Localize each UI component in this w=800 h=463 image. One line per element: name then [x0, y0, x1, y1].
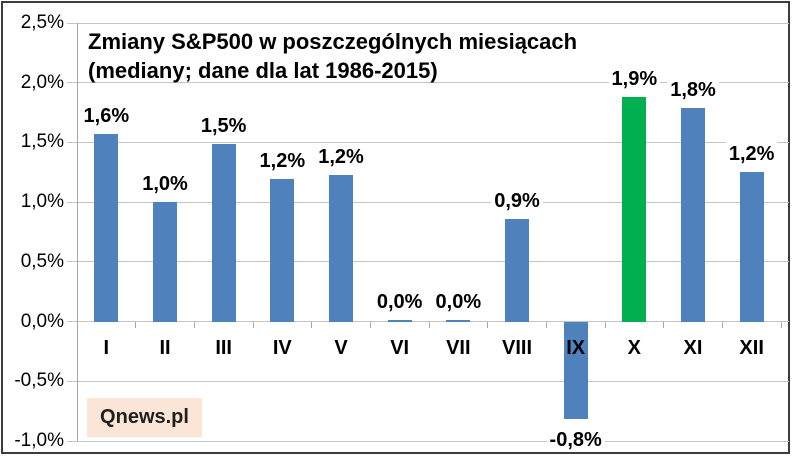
gridline — [67, 201, 789, 203]
x-axis-label: V — [334, 336, 348, 359]
x-axis-tick — [135, 321, 137, 328]
x-axis-label: II — [159, 336, 171, 359]
data-label-text: 1,9% — [608, 67, 661, 92]
x-axis-label: IX — [566, 336, 586, 359]
data-label-text: 1,2% — [725, 142, 778, 167]
x-axis-tick — [76, 321, 78, 328]
y-axis-tick-label: 0,0% — [20, 310, 64, 332]
x-axis-tick — [780, 321, 782, 328]
gridline — [67, 141, 789, 143]
data-label-text: 1,6% — [80, 104, 133, 129]
y-axis-tick-label: 1,5% — [20, 131, 64, 153]
data-label: 1,0% — [115, 172, 215, 197]
bar-VII — [446, 319, 471, 322]
x-axis-label: III — [215, 336, 232, 359]
watermark-text: Qnews.pl — [100, 406, 189, 428]
data-label: 0,9% — [467, 188, 567, 213]
chart-title-line2: (mediany; dane dla lat 1986-2015) — [88, 58, 438, 83]
chart-title-line1: Zmiany S&P500 w poszczególnych miesiącac… — [88, 29, 578, 54]
data-label-text: 0,9% — [491, 188, 543, 213]
x-axis-tick — [428, 321, 430, 328]
x-axis-label: I — [103, 336, 110, 359]
data-label: 1,9% — [584, 67, 684, 92]
x-axis-tick — [252, 321, 254, 328]
x-axis-tick — [545, 321, 547, 328]
gridline — [67, 22, 789, 24]
data-label-text: 1,8% — [667, 77, 719, 102]
y-axis-tick-label: -1,0% — [14, 430, 64, 451]
bar-IX — [563, 321, 588, 420]
data-label-text: 1,2% — [315, 144, 367, 169]
x-axis-label: XI — [683, 336, 703, 359]
bar-VIII — [505, 218, 529, 322]
bar-IV — [270, 179, 295, 322]
x-axis-tick — [721, 321, 723, 328]
gridline — [67, 380, 789, 382]
data-label: 1,5% — [174, 113, 274, 138]
bar-XI — [681, 107, 705, 322]
data-label: 1,2% — [702, 142, 800, 167]
data-label: 1,8% — [643, 77, 743, 102]
data-label-text: 0,0% — [432, 289, 485, 314]
y-axis-tick-label: 0,5% — [20, 250, 64, 272]
x-axis-label: IV — [272, 336, 292, 359]
x-axis-label: X — [627, 336, 641, 359]
data-label-text: 1,2% — [256, 149, 309, 174]
plot-area: 1,6% I 1,0% II 1,5% III 1,2% IV 1,2% V 0,0% VI 0,0% V… — [67, 22, 789, 452]
y-axis-line — [77, 23, 78, 441]
data-label: 0,0% — [408, 289, 508, 314]
x-axis-label: VI — [390, 336, 410, 359]
y-axis-tick-label: 2,0% — [20, 71, 64, 93]
x-axis-tick — [311, 321, 313, 328]
bar-X — [622, 97, 647, 322]
watermark-qnews: Qnews.pl — [87, 398, 202, 437]
gridline — [67, 82, 789, 84]
x-axis-label: VIII — [501, 336, 532, 359]
bar-VI — [387, 319, 412, 322]
x-axis-label: XII — [739, 336, 764, 359]
x-axis-tick — [487, 321, 489, 328]
bar-V — [329, 174, 353, 322]
bar-III — [211, 143, 236, 322]
bar-I — [94, 134, 119, 322]
bar-II — [153, 202, 177, 322]
y-axis-tick-label: 2,5% — [20, 12, 64, 33]
gridline — [67, 261, 789, 263]
gridline — [67, 321, 789, 323]
x-axis-label: VII — [446, 336, 471, 359]
x-axis-tick — [369, 321, 371, 328]
bar-XII — [739, 172, 764, 322]
data-label: 1,2% — [291, 144, 391, 169]
data-label: 1,2% — [232, 149, 332, 174]
data-label: 1,6% — [56, 104, 156, 129]
data-label-text: 0,0% — [373, 289, 426, 314]
x-axis-tick — [193, 321, 195, 328]
gridline — [67, 440, 789, 442]
data-label-text: 1,5% — [197, 113, 250, 138]
x-axis-tick — [604, 321, 606, 328]
y-axis-tick-label: -0,5% — [14, 370, 64, 392]
data-label: 0,0% — [350, 289, 450, 314]
data-label-text: 1,0% — [139, 172, 191, 197]
chart-title: Zmiany S&P500 w poszczególnych miesiącac… — [88, 27, 577, 85]
data-label: -0,8% — [526, 427, 626, 452]
y-axis-tick-label: 1,0% — [20, 191, 64, 213]
x-axis-tick — [663, 321, 665, 328]
data-label-text: -0,8% — [546, 427, 605, 452]
